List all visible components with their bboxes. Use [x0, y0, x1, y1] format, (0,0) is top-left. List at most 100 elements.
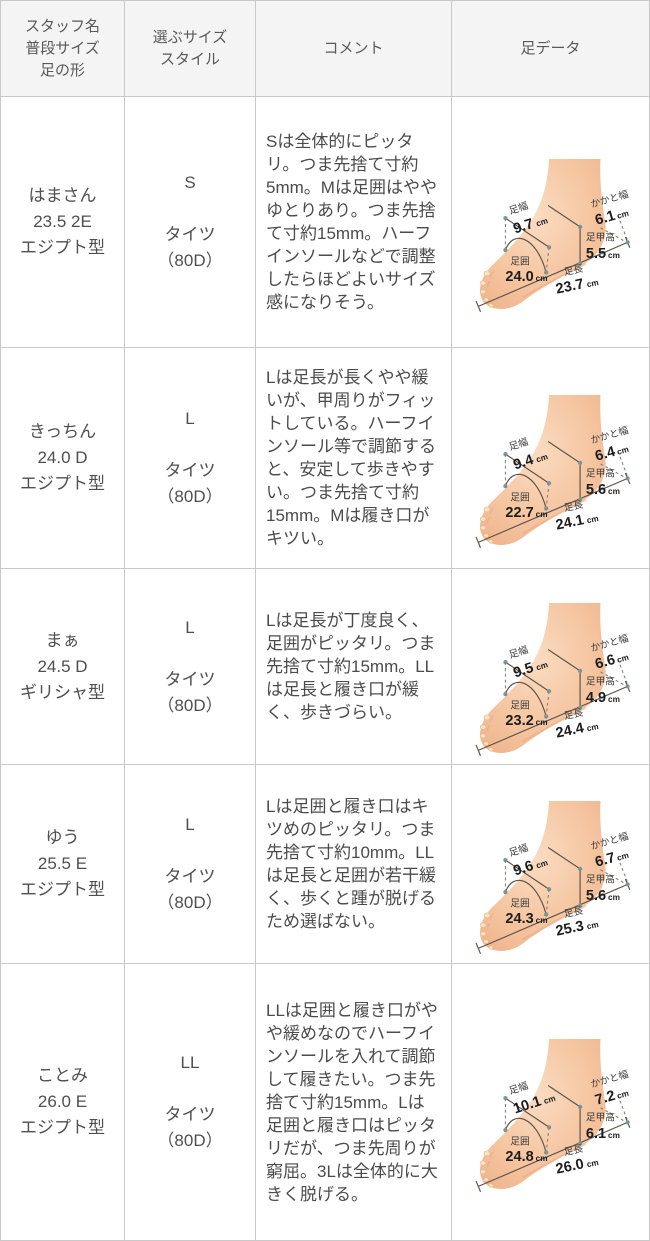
foot-girth-value: 24.3 cm — [505, 911, 547, 927]
size-cell: L タイツ （80D） — [125, 765, 256, 964]
header-staff: スタッフ名 普段サイズ 足の形 — [1, 1, 125, 97]
size-cell: S タイツ （80D） — [125, 97, 256, 348]
foot-width-label: 足幅 — [507, 643, 530, 661]
foot-girth-label: 足囲 — [510, 255, 529, 267]
foot-measurement-diagram: 足幅 9.6cm かかと幅 6.7cm 足甲高 5.6 cm 足囲 24.3 cm … — [475, 800, 630, 954]
foot-data-cell: 足幅 9.6cm かかと幅 6.7cm 足甲高 5.6 cm 足囲 24.3 cm … — [452, 765, 649, 964]
foot-girth-label: 足囲 — [510, 897, 529, 909]
table-body: はまさん 23.5 2E エジプト型 S タイツ （80D） Sは全体的にピッタ… — [1, 97, 649, 1241]
foot-length-value: 24.4cm — [554, 717, 599, 742]
measurement-lines — [475, 846, 630, 954]
heel-width-value: 6.1cm — [593, 204, 630, 229]
table-row: まぁ 24.5 D ギリシャ型 L タイツ （80D） Lは足長が丁度良く、足囲… — [1, 569, 649, 765]
foot-width-value: 9.7cm — [511, 211, 549, 237]
toe-nails — [479, 714, 493, 752]
chosen-size-style: LL タイツ （80D） — [157, 1053, 223, 1150]
table-row: はまさん 23.5 2E エジプト型 S タイツ （80D） Sは全体的にピッタ… — [1, 97, 649, 348]
foot-length-label: 足長 — [562, 706, 584, 722]
toe-nails — [479, 1150, 493, 1187]
instep-height-label: 足甲高 — [585, 230, 614, 243]
comment-text: LLは足囲と履き口がやや緩めなのでハーフインソールを入れて調節して履きたい。つま… — [266, 1000, 438, 1204]
header-footdata: 足データ — [452, 1, 649, 97]
staff-info: ゆう 25.5 E エジプト型 — [20, 828, 105, 899]
header-comment: コメント — [256, 1, 452, 97]
measurement-lines — [475, 1084, 630, 1192]
foot-width-value: 9.5cm — [511, 655, 549, 681]
table-header-row: スタッフ名 普段サイズ 足の形 選ぶサイズ スタイル コメント 足データ — [1, 1, 649, 97]
comment-cell: Lは足囲と履き口はキツめのピッタリ。つま先捨て寸約10mm。LLは足長と足囲が若… — [256, 765, 452, 964]
foot-girth-label: 足囲 — [510, 1135, 529, 1147]
measurement-lines — [475, 649, 630, 757]
foot-data-cell: 足幅 9.7cm かかと幅 6.1cm 足甲高 5.5 cm 足囲 24.0 cm … — [452, 97, 649, 348]
foot-girth-value: 23.2 cm — [505, 713, 547, 729]
toe-nails — [479, 506, 493, 543]
foot-length-label: 足長 — [562, 904, 584, 920]
heel-width-value: 7.2cm — [593, 1084, 630, 1109]
foot-width-value: 9.4cm — [511, 447, 549, 473]
staff-info: きっちん 24.0 D エジプト型 — [20, 422, 105, 493]
heel-width-value: 6.6cm — [593, 648, 630, 673]
foot-width-label: 足幅 — [507, 434, 530, 452]
foot-width-label: 足幅 — [507, 840, 530, 858]
foot-illustration — [479, 394, 606, 545]
table-row: ゆう 25.5 E エジプト型 L タイツ （80D） Lは足囲と履き口はキツめ… — [1, 765, 649, 964]
comment-text: Lは足長が長くやや緩いが、甲周りがフィットしている。ハーフインソール等で調節する… — [266, 368, 436, 548]
foot-illustration — [479, 158, 606, 309]
instep-height-value: 6.1 cm — [585, 1125, 619, 1141]
staff-cell: まぁ 24.5 D ギリシャ型 — [1, 569, 125, 765]
foot-length-label: 足長 — [562, 1142, 584, 1158]
foot-measurement-diagram: 足幅 9.4cm かかと幅 6.4cm 足甲高 5.6 cm 足囲 22.7 cm … — [475, 394, 630, 548]
foot-length-value: 24.1cm — [554, 509, 599, 534]
heel-width-value: 6.4cm — [593, 440, 630, 465]
instep-height-value: 5.6 cm — [585, 481, 619, 497]
instep-height-label: 足甲高 — [585, 1110, 614, 1123]
foot-length-label: 足長 — [562, 262, 584, 278]
size-cell: LL タイツ （80D） — [125, 964, 256, 1241]
foot-width-label: 足幅 — [507, 1078, 530, 1096]
foot-measurement-diagram: 足幅 10.1cm かかと幅 7.2cm 足甲高 6.1 cm 足囲 24.8 cm… — [475, 1038, 630, 1192]
foot-length-label: 足長 — [562, 498, 584, 514]
comment-text: Lは足長が丁度良く、足囲がピッタリ。つま先捨て寸約15mm。LLは足長と履き口が… — [266, 611, 436, 722]
foot-illustration — [479, 1038, 606, 1189]
foot-length-value: 26.0cm — [554, 1153, 599, 1178]
foot-measurement-diagram: 足幅 9.7cm かかと幅 6.1cm 足甲高 5.5 cm 足囲 24.0 cm … — [475, 158, 630, 312]
foot-girth-value: 24.0 cm — [505, 269, 547, 285]
comment-cell: Lは足長が長くやや緩いが、甲周りがフィットしている。ハーフインソール等で調節する… — [256, 348, 452, 569]
foot-illustration — [479, 800, 606, 951]
foot-data-cell: 足幅 9.4cm かかと幅 6.4cm 足甲高 5.6 cm 足囲 22.7 cm … — [452, 348, 649, 569]
instep-height-label: 足甲高 — [585, 674, 614, 687]
staff-cell: はまさん 23.5 2E エジプト型 — [1, 97, 125, 348]
staff-cell: ことみ 26.0 E エジプト型 — [1, 964, 125, 1241]
chosen-size-style: L タイツ （80D） — [157, 617, 223, 715]
header-size: 選ぶサイズ スタイル — [125, 1, 256, 97]
instep-height-label: 足甲高 — [585, 872, 614, 885]
table-row: ことみ 26.0 E エジプト型 LL タイツ （80D） LLは足囲と履き口が… — [1, 964, 649, 1241]
instep-height-value: 5.6 cm — [585, 887, 619, 903]
comment-cell: Sは全体的にピッタリ。つま先捨て寸約5mm。Mは足囲はややゆとりあり。つま先捨て… — [256, 97, 452, 348]
instep-height-value: 4.9 cm — [585, 690, 619, 706]
foot-data-cell: 足幅 9.5cm かかと幅 6.6cm 足甲高 4.9 cm 足囲 23.2 cm … — [452, 569, 649, 765]
comment-cell: LLは足囲と履き口がやや緩めなのでハーフインソールを入れて調節して履きたい。つま… — [256, 964, 452, 1241]
comment-text: Sは全体的にピッタリ。つま先捨て寸約5mm。Mは足囲はややゆとりあり。つま先捨て… — [266, 132, 437, 312]
foot-girth-value: 22.7 cm — [505, 505, 547, 521]
comment-text: Lは足囲と履き口はキツめのピッタリ。つま先捨て寸約10mm。LLは足長と足囲が若… — [266, 797, 436, 931]
chosen-size-style: L タイツ （80D） — [157, 409, 223, 506]
size-cell: L タイツ （80D） — [125, 569, 256, 765]
heel-width-value: 6.7cm — [593, 846, 630, 871]
foot-length-value: 23.7cm — [554, 273, 599, 298]
staff-cell: ゆう 25.5 E エジプト型 — [1, 765, 125, 964]
measurement-lines — [475, 440, 630, 548]
foot-measurement-diagram: 足幅 9.5cm かかと幅 6.6cm 足甲高 4.9 cm 足囲 23.2 cm … — [475, 602, 630, 757]
chosen-size-style: L タイツ （80D） — [157, 815, 223, 912]
staff-info: ことみ 26.0 E エジプト型 — [20, 1066, 105, 1137]
foot-illustration — [479, 602, 606, 753]
staff-cell: きっちん 24.0 D エジプト型 — [1, 348, 125, 569]
instep-height-value: 5.5 cm — [585, 245, 619, 261]
comment-cell: Lは足長が丁度良く、足囲がピッタリ。つま先捨て寸約15mm。LLは足長と履き口が… — [256, 569, 452, 765]
toe-nails — [479, 912, 493, 949]
staff-info: まぁ 24.5 D ギリシャ型 — [20, 630, 105, 702]
size-cell: L タイツ （80D） — [125, 348, 256, 569]
foot-data-cell: 足幅 10.1cm かかと幅 7.2cm 足甲高 6.1 cm 足囲 24.8 cm… — [452, 964, 649, 1241]
instep-height-label: 足甲高 — [585, 466, 614, 479]
foot-width-label: 足幅 — [507, 198, 530, 216]
